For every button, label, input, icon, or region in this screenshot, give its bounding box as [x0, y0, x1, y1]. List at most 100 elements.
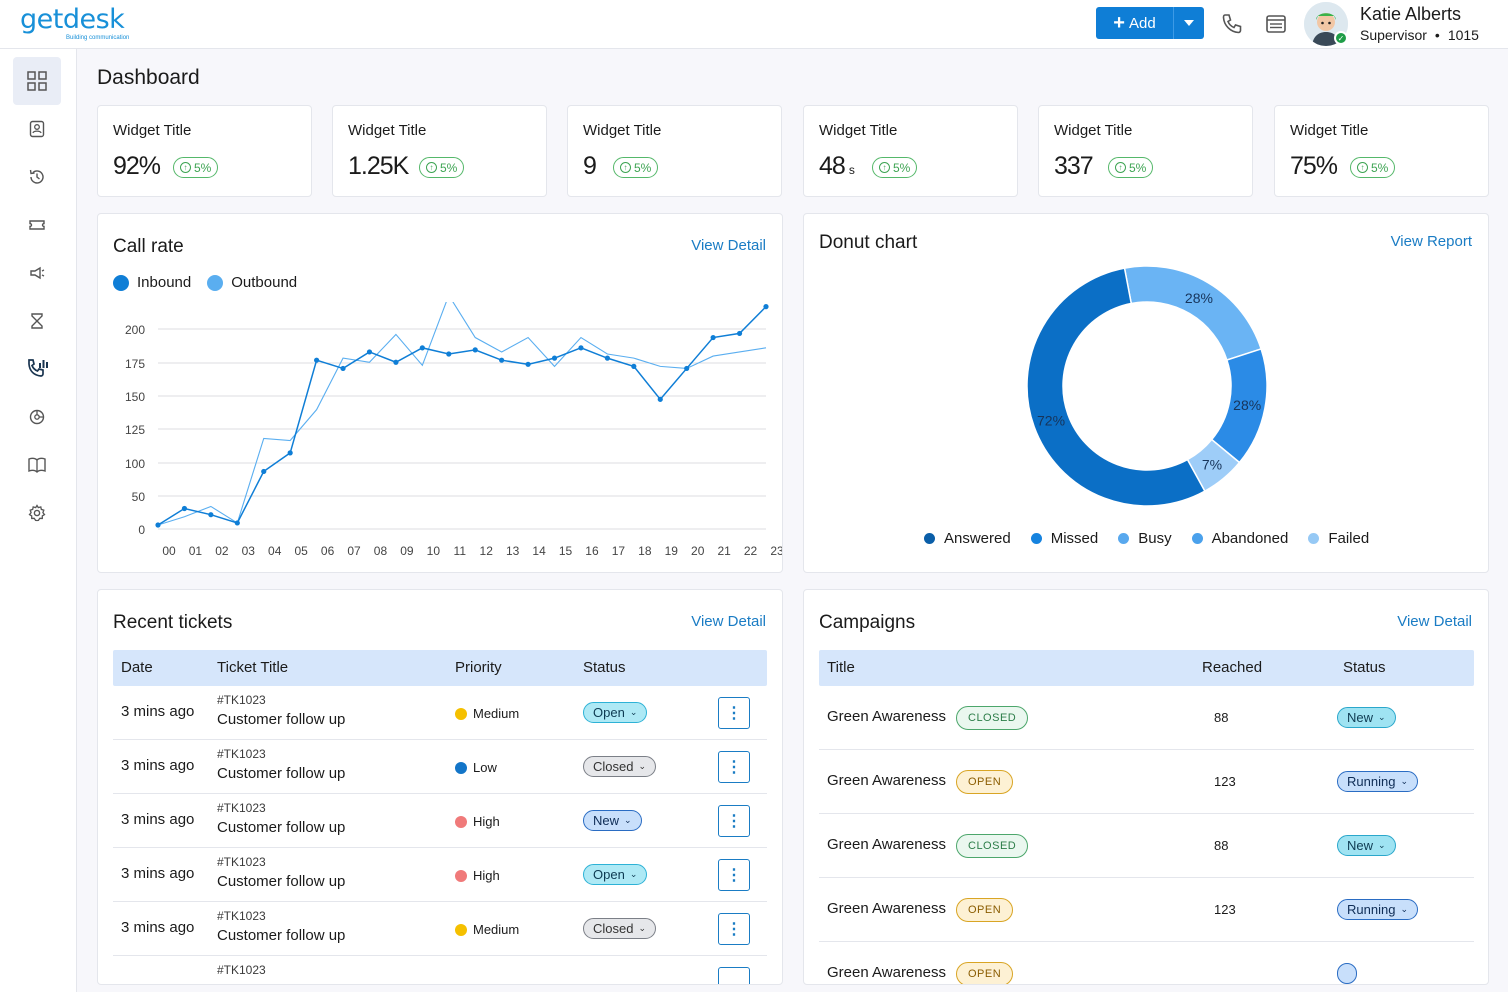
legend-item-inbound[interactable]: Inbound — [113, 274, 191, 291]
table-row[interactable]: 3 mins ago #TK1023 Customer follow up High O… — [113, 848, 767, 902]
data-point[interactable] — [208, 512, 214, 518]
table-row[interactable]: Green Awareness OPEN 123 Running ⌄ — [819, 750, 1474, 814]
status-dropdown[interactable]: Running ⌄ — [1337, 771, 1418, 792]
sidebar-item-dashboard[interactable] — [13, 57, 61, 105]
donut-view-report-link[interactable]: View Report — [1390, 233, 1472, 250]
legend-item-outbound[interactable]: Outbound — [207, 274, 297, 291]
data-point[interactable] — [763, 304, 769, 310]
kpi-widget[interactable]: Widget Title 75% ↑ 5% — [1274, 105, 1489, 197]
table-row[interactable]: #TK1023 — [113, 956, 767, 984]
getdesk-logo[interactable]: getdesk Building communication — [20, 4, 129, 41]
data-point[interactable] — [366, 349, 373, 355]
sidebar-item-campaigns[interactable] — [13, 249, 61, 297]
data-point[interactable] — [181, 505, 188, 512]
column-header-title[interactable]: Title — [827, 659, 855, 676]
data-point[interactable] — [684, 365, 690, 372]
priority-label: Medium — [473, 706, 520, 721]
data-point[interactable] — [234, 520, 240, 526]
status-dropdown[interactable]: New ⌄ — [1337, 707, 1396, 728]
column-header-status[interactable]: Status — [1343, 659, 1386, 676]
sidebar-item-history[interactable] — [13, 153, 61, 201]
more-actions-button[interactable]: ⋮ — [718, 751, 750, 783]
status-dropdown[interactable]: Open ⌄ — [583, 864, 648, 885]
data-point[interactable] — [604, 355, 610, 361]
data-point[interactable] — [631, 363, 637, 369]
phone-button[interactable] — [1220, 12, 1244, 36]
legend-item[interactable]: Missed — [1030, 530, 1098, 547]
donut-slice[interactable] — [1123, 265, 1263, 361]
more-actions-button[interactable] — [718, 967, 750, 984]
priority-label: Low — [473, 760, 497, 775]
more-actions-button[interactable]: ⋮ — [718, 805, 750, 837]
data-point[interactable] — [499, 357, 505, 363]
column-header-date[interactable]: Date — [121, 659, 153, 676]
status-dropdown[interactable]: New ⌄ — [1337, 835, 1396, 856]
sidebar-item-settings[interactable] — [13, 489, 61, 537]
table-row[interactable]: 3 mins ago #TK1023 Customer follow up Mediu… — [113, 902, 767, 956]
data-point[interactable] — [314, 357, 320, 363]
data-point[interactable] — [419, 345, 425, 351]
status-label: Running — [1347, 774, 1396, 789]
status-dropdown[interactable]: Closed ⌄ — [583, 756, 657, 777]
table-row[interactable]: Green Awareness OPEN 123 Running ⌄ — [819, 878, 1474, 942]
data-point[interactable] — [155, 522, 161, 528]
status-dropdown[interactable]: Open ⌄ — [583, 702, 648, 723]
call-rate-card: Call rate View Detail Inbound Outbound 2… — [97, 213, 783, 573]
sidebar-item-tickets[interactable] — [13, 201, 61, 249]
ticket-title: Customer follow up — [217, 711, 346, 728]
data-point[interactable] — [446, 351, 452, 357]
data-point[interactable] — [261, 468, 267, 475]
data-point[interactable] — [657, 396, 663, 402]
more-actions-button[interactable]: ⋮ — [718, 913, 750, 945]
more-actions-button[interactable]: ⋮ — [718, 859, 750, 891]
table-row[interactable]: Green Awareness OPEN — [819, 942, 1474, 984]
status-dropdown[interactable]: New ⌄ — [583, 810, 642, 831]
column-header-ticket-title[interactable]: Ticket Title — [217, 659, 289, 676]
data-point[interactable] — [710, 334, 716, 341]
data-point[interactable] — [340, 365, 346, 372]
kpi-widget[interactable]: Widget Title 337 ↑ 5% — [1038, 105, 1253, 197]
kpi-widget[interactable]: Widget Title 1.25K ↑ 5% — [332, 105, 547, 197]
column-header-priority[interactable]: Priority — [455, 659, 502, 676]
kpi-widget[interactable]: Widget Title 9 ↑ 5% — [567, 105, 782, 197]
more-actions-button[interactable]: ⋮ — [718, 697, 750, 729]
legend-item[interactable]: Busy — [1118, 530, 1172, 547]
table-row[interactable]: Green Awareness CLOSED 88 New ⌄ — [819, 686, 1474, 750]
kebab-menu-icon: ⋮ — [726, 921, 742, 938]
data-point[interactable] — [578, 345, 584, 351]
add-dropdown-button[interactable] — [1174, 7, 1204, 39]
legend-item[interactable]: Answered — [924, 530, 1011, 547]
status-dropdown[interactable] — [1337, 963, 1357, 984]
column-header-reached[interactable]: Reached — [1202, 659, 1263, 676]
data-point[interactable] — [393, 359, 399, 365]
sidebar-item-waiting[interactable] — [13, 297, 61, 345]
status-dropdown[interactable]: Closed ⌄ — [583, 918, 657, 939]
legend-item[interactable]: Failed — [1308, 530, 1369, 547]
data-point[interactable] — [551, 355, 558, 361]
sidebar-item-integrations[interactable] — [13, 393, 61, 441]
notes-button[interactable] — [1264, 12, 1288, 36]
table-row[interactable]: 3 mins ago #TK1023 Customer follow up Mediu… — [113, 686, 767, 740]
data-point[interactable] — [525, 361, 531, 367]
trend-value: 5% — [440, 160, 458, 175]
legend-item[interactable]: Abandoned — [1191, 530, 1288, 547]
table-row[interactable]: Green Awareness CLOSED 88 New ⌄ — [819, 814, 1474, 878]
campaigns-view-detail-link[interactable]: View Detail — [1397, 613, 1472, 630]
call-rate-view-detail-link[interactable]: View Detail — [691, 237, 766, 254]
kpi-widget[interactable]: Widget Title 92% ↑ 5% — [97, 105, 312, 197]
sidebar-item-knowledge-base[interactable] — [13, 441, 61, 489]
donut-slice[interactable] — [1026, 267, 1206, 507]
kpi-widget[interactable]: Widget Title 48 s ↑ 5% — [803, 105, 1018, 197]
status-dropdown[interactable]: Running ⌄ — [1337, 899, 1418, 920]
sidebar-item-call-stats[interactable] — [13, 345, 61, 393]
data-point[interactable] — [472, 347, 478, 353]
column-header-status[interactable]: Status — [583, 659, 626, 676]
table-row[interactable]: 3 mins ago #TK1023 Customer follow up Low Cl… — [113, 740, 767, 794]
data-point[interactable] — [287, 450, 293, 456]
tickets-view-detail-link[interactable]: View Detail — [691, 613, 766, 630]
ticket-id: #TK1023 — [217, 693, 266, 707]
sidebar-item-contacts[interactable] — [13, 105, 61, 153]
table-row[interactable]: 3 mins ago #TK1023 Customer follow up High N… — [113, 794, 767, 848]
data-point[interactable] — [736, 330, 743, 337]
add-button[interactable]: + Add — [1096, 7, 1174, 39]
